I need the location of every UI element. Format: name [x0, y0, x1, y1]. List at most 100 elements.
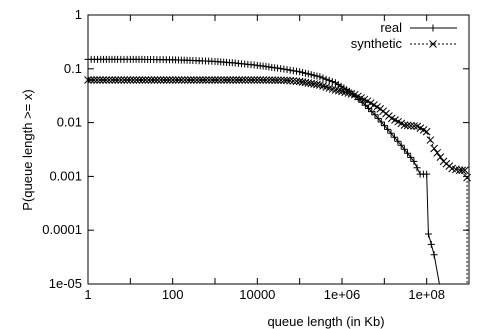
- x-tick-label: 1e+08: [408, 287, 445, 302]
- data-point-synthetic: [335, 86, 343, 95]
- data-point-synthetic: [256, 76, 265, 84]
- data-point-synthetic: [189, 76, 198, 84]
- data-point-real: [274, 64, 282, 72]
- data-point-synthetic: [410, 122, 418, 130]
- y-tick-label: 0.01: [57, 115, 82, 130]
- series-layer: [84, 55, 471, 285]
- data-point-synthetic: [463, 173, 471, 182]
- data-point-synthetic: [208, 76, 216, 84]
- data-point-synthetic: [205, 76, 213, 84]
- data-point-synthetic: [232, 76, 241, 84]
- data-point-synthetic: [229, 76, 237, 84]
- data-point-real: [377, 118, 385, 126]
- data-point-synthetic: [226, 76, 234, 84]
- data-point-real: [289, 67, 297, 75]
- series-line-real: [88, 58, 440, 285]
- data-point-real: [400, 145, 408, 153]
- data-point-synthetic: [458, 166, 467, 175]
- data-point-synthetic: [144, 76, 153, 84]
- data-point-synthetic: [156, 76, 165, 84]
- data-point-synthetic: [250, 76, 259, 84]
- data-point-synthetic: [271, 76, 279, 85]
- data-point-synthetic: [283, 76, 291, 85]
- series-real: [84, 55, 440, 285]
- data-point-synthetic: [422, 127, 431, 136]
- data-point-synthetic: [96, 76, 104, 84]
- data-point-synthetic: [196, 76, 204, 84]
- data-point-real: [316, 73, 324, 81]
- data-point-synthetic: [241, 76, 250, 84]
- data-point-real: [430, 251, 438, 259]
- data-point-real: [404, 149, 412, 157]
- data-point-synthetic: [265, 76, 274, 84]
- plot-frame: [87, 14, 470, 285]
- data-point-real: [424, 230, 432, 238]
- data-point-synthetic: [159, 76, 168, 84]
- data-point-synthetic: [150, 76, 159, 84]
- data-point-synthetic: [108, 76, 117, 84]
- data-point-real: [387, 129, 395, 137]
- x-tick-label: 1: [84, 287, 91, 302]
- legend-label-synthetic: synthetic: [351, 36, 403, 51]
- data-point-synthetic: [183, 76, 192, 84]
- data-point-synthetic: [214, 76, 222, 84]
- data-point-real: [394, 137, 402, 145]
- series-line-synthetic: [88, 79, 468, 284]
- data-point-synthetic: [274, 76, 282, 85]
- series-synthetic: [84, 76, 471, 284]
- data-point-synthetic: [120, 76, 129, 84]
- data-point-real: [423, 170, 431, 178]
- data-point-synthetic: [202, 76, 210, 84]
- data-point-synthetic: [132, 76, 141, 84]
- data-point-real: [304, 70, 312, 78]
- data-point-real: [384, 125, 392, 133]
- data-point-real: [371, 111, 379, 119]
- y-axis-label: P(queue length >= x): [20, 89, 35, 210]
- data-point-synthetic: [102, 76, 110, 84]
- data-point-real: [325, 76, 333, 84]
- data-point-real: [313, 72, 321, 80]
- data-point-real: [328, 78, 336, 86]
- data-point-synthetic: [90, 76, 98, 84]
- data-point-synthetic: [259, 76, 268, 84]
- data-point-synthetic: [436, 153, 445, 161]
- data-point-synthetic: [328, 85, 337, 93]
- data-point-real: [301, 69, 309, 77]
- data-point-synthetic: [129, 76, 138, 84]
- data-point-synthetic: [217, 76, 225, 84]
- data-point-synthetic: [162, 76, 171, 84]
- x-tick-label: 10000: [239, 287, 275, 302]
- data-point-synthetic: [99, 76, 107, 84]
- data-point-real: [296, 68, 304, 76]
- legend-marker-synthetic: [429, 40, 437, 48]
- data-point-real: [413, 164, 421, 172]
- legend-marker-real: [429, 24, 437, 32]
- data-point-synthetic: [171, 76, 180, 84]
- data-point-real: [307, 71, 315, 79]
- data-point-real: [427, 240, 435, 248]
- data-point-synthetic: [268, 76, 276, 85]
- data-point-synthetic: [193, 76, 201, 84]
- data-point-real: [283, 66, 291, 74]
- data-point-synthetic: [220, 76, 228, 84]
- data-point-real: [407, 153, 415, 161]
- data-point-synthetic: [147, 76, 156, 84]
- data-point-synthetic: [153, 76, 162, 84]
- data-point-synthetic: [238, 76, 247, 84]
- data-point-synthetic: [174, 76, 183, 84]
- data-point-synthetic: [253, 76, 262, 84]
- data-point-synthetic: [141, 76, 150, 84]
- data-point-synthetic: [123, 76, 132, 84]
- y-tick-label: 0.1: [64, 61, 82, 76]
- data-point-real: [390, 133, 398, 141]
- data-point-synthetic: [244, 76, 253, 84]
- data-point-real: [293, 67, 301, 75]
- data-point-synthetic: [407, 121, 415, 130]
- x-tick-label: 100: [162, 287, 184, 302]
- axes-layer: 1 100 10000 1e+06 1e+08 1 0.1 0.01 0.001 0.0001 1e…: [42, 7, 470, 302]
- data-point-synthetic: [114, 76, 123, 84]
- data-point-real: [277, 65, 285, 73]
- x-axis-label: queue length (in Kb): [267, 314, 384, 329]
- y-tick-label: 0.001: [49, 168, 82, 183]
